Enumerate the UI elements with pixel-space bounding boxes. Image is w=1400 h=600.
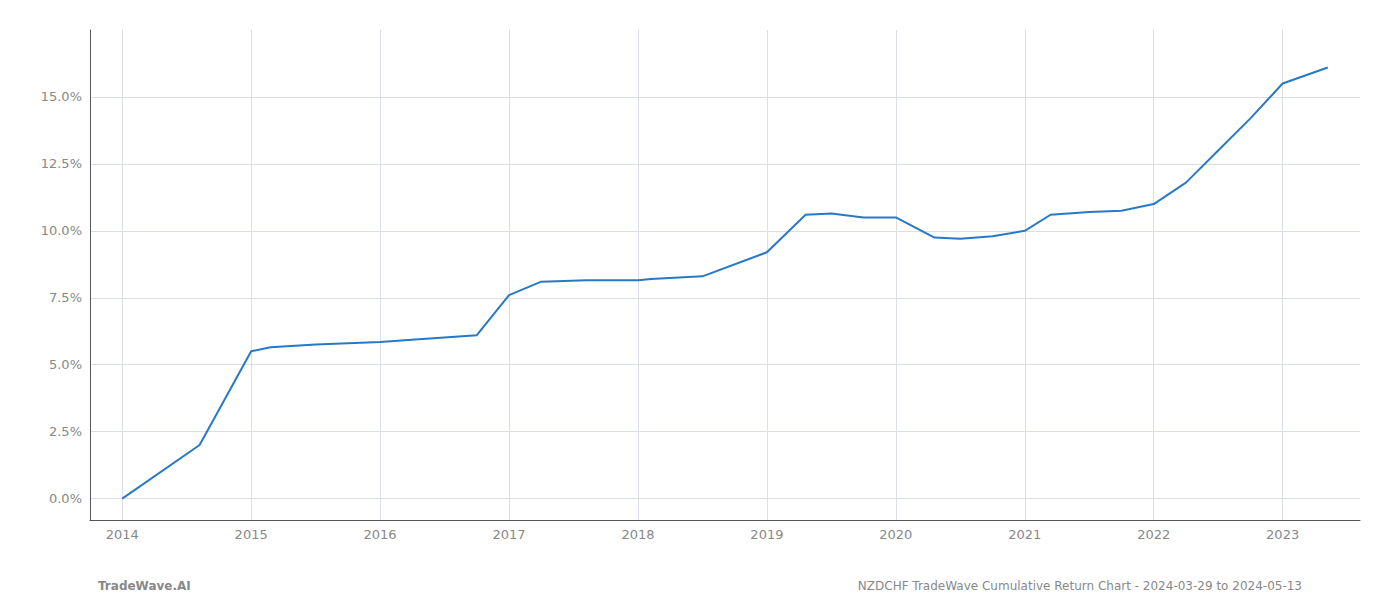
svg-text:2023: 2023: [1266, 527, 1299, 542]
svg-text:TradeWave.AI: TradeWave.AI: [98, 579, 191, 593]
svg-text:5.0%: 5.0%: [49, 357, 82, 372]
svg-text:2022: 2022: [1137, 527, 1170, 542]
svg-text:NZDCHF TradeWave Cumulative Re: NZDCHF TradeWave Cumulative Return Chart…: [858, 579, 1302, 593]
svg-text:10.0%: 10.0%: [41, 223, 82, 238]
svg-text:2014: 2014: [106, 527, 139, 542]
svg-text:12.5%: 12.5%: [41, 156, 82, 171]
svg-text:2017: 2017: [492, 527, 525, 542]
svg-text:2015: 2015: [235, 527, 268, 542]
svg-text:2020: 2020: [879, 527, 912, 542]
svg-text:2018: 2018: [621, 527, 654, 542]
svg-text:2021: 2021: [1008, 527, 1041, 542]
svg-text:2016: 2016: [364, 527, 397, 542]
svg-text:2019: 2019: [750, 527, 783, 542]
svg-text:2.5%: 2.5%: [49, 424, 82, 439]
svg-text:0.0%: 0.0%: [49, 491, 82, 506]
svg-text:15.0%: 15.0%: [41, 89, 82, 104]
svg-text:7.5%: 7.5%: [49, 290, 82, 305]
